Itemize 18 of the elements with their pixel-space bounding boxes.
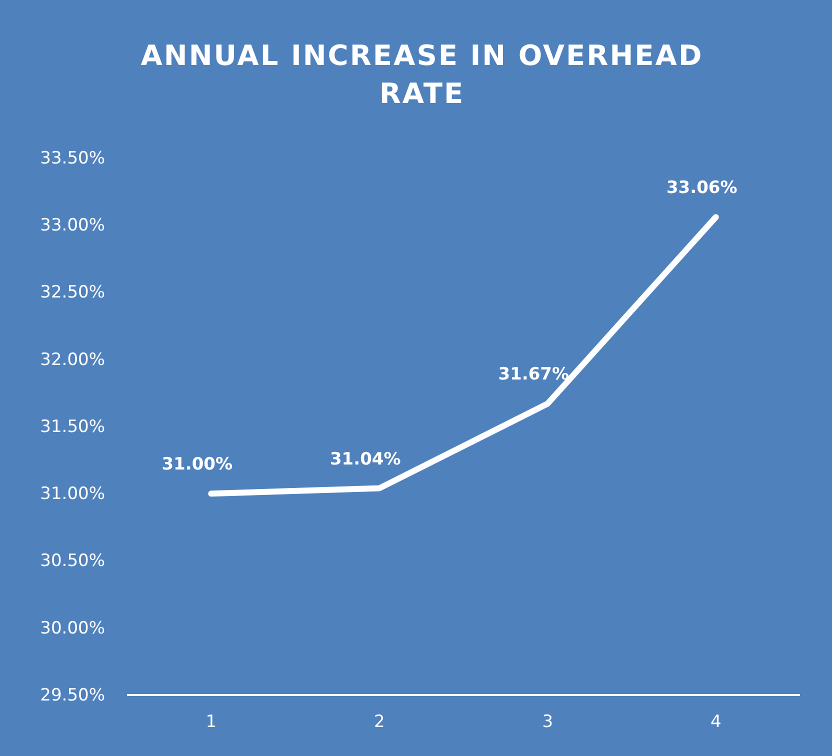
x-tick-label: 4 [710, 712, 722, 732]
y-tick-label: 30.50% [40, 551, 105, 572]
y-tick-label: 31.00% [40, 484, 105, 504]
data-label: 31.04% [330, 449, 401, 470]
y-tick-label: 33.00% [40, 216, 105, 236]
x-tick-label: 3 [542, 712, 554, 732]
y-tick-label: 31.50% [40, 416, 105, 437]
chart-title: ANNUAL INCREASE IN OVERHEAD RATE [140, 39, 704, 110]
y-tick-label: 33.50% [40, 148, 105, 168]
y-tick-label: 32.50% [40, 282, 105, 303]
data-label: 31.67% [498, 364, 570, 385]
data-label: 33.06% [666, 178, 738, 198]
data-label: 31.00% [162, 454, 233, 475]
y-tick-label: 32.00% [40, 350, 105, 370]
y-tick-label: 30.00% [40, 618, 105, 638]
x-tick-label: 1 [206, 712, 217, 732]
y-tick-label: 29.50% [40, 685, 105, 706]
x-tick-label: 2 [374, 712, 385, 732]
